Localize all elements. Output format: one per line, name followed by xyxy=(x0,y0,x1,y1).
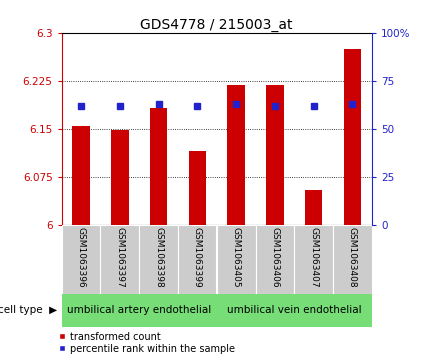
Bar xyxy=(139,225,178,294)
Bar xyxy=(62,294,217,327)
Bar xyxy=(305,190,323,225)
Text: GSM1063396: GSM1063396 xyxy=(76,227,85,288)
Legend: transformed count, percentile rank within the sample: transformed count, percentile rank withi… xyxy=(58,331,235,354)
Text: GSM1063399: GSM1063399 xyxy=(193,227,202,288)
Bar xyxy=(217,294,372,327)
Text: GSM1063405: GSM1063405 xyxy=(232,227,241,288)
Bar xyxy=(266,85,283,225)
Bar xyxy=(62,225,100,294)
Text: GSM1063406: GSM1063406 xyxy=(270,227,279,288)
Bar xyxy=(111,130,128,225)
Text: umbilical artery endothelial: umbilical artery endothelial xyxy=(67,305,211,315)
Title: GDS4778 / 215003_at: GDS4778 / 215003_at xyxy=(141,18,293,32)
Text: GSM1063398: GSM1063398 xyxy=(154,227,163,288)
Text: GSM1063408: GSM1063408 xyxy=(348,227,357,288)
Bar xyxy=(189,151,206,225)
Bar xyxy=(100,225,139,294)
Bar xyxy=(227,85,245,225)
Bar xyxy=(255,225,294,294)
Text: cell type  ▶: cell type ▶ xyxy=(0,305,57,315)
Text: GSM1063397: GSM1063397 xyxy=(115,227,124,288)
Bar xyxy=(150,108,167,225)
Text: umbilical vein endothelial: umbilical vein endothelial xyxy=(227,305,362,315)
Bar xyxy=(333,225,372,294)
Bar xyxy=(217,225,255,294)
Bar xyxy=(178,225,217,294)
Bar xyxy=(294,225,333,294)
Bar xyxy=(344,49,361,225)
Text: GSM1063407: GSM1063407 xyxy=(309,227,318,288)
Bar xyxy=(72,126,90,225)
